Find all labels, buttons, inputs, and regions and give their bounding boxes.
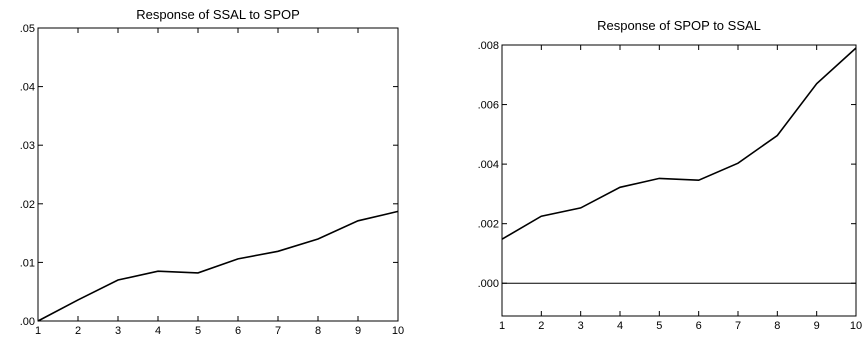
chart-spop-to-ssal: Response of SPOP to SSAL .000.002.004.00… <box>478 18 862 332</box>
x-tick-label: 5 <box>195 325 201 337</box>
chart-title: Response of SPOP to SSAL <box>597 18 761 33</box>
y-tick-label: .006 <box>478 100 499 112</box>
x-tick-label: 6 <box>235 325 241 337</box>
x-tick-label: 9 <box>355 325 361 337</box>
y-axis-ticks: .00 .01 .02 .03 .04 .05 <box>20 23 398 328</box>
x-axis-ticks: 1 2 3 4 5 6 7 8 9 10 <box>499 45 862 332</box>
x-tick-label: 6 <box>696 320 702 332</box>
chart-ssal-to-spop: Response of SSAL to SPOP .00 .01 .02 .03 .04… <box>20 7 404 337</box>
x-tick-label: 1 <box>499 320 505 332</box>
plot-frame <box>501 44 857 317</box>
y-tick-label: .01 <box>20 257 35 269</box>
x-tick-label: 10 <box>392 325 404 337</box>
x-axis-ticks: 1 2 3 4 5 6 7 8 9 10 <box>35 28 404 337</box>
y-tick-label: .004 <box>478 159 499 171</box>
chart-title: Response of SSAL to SPOP <box>136 7 300 22</box>
response-line <box>501 47 857 240</box>
x-tick-label: 2 <box>75 325 81 337</box>
y-tick-label: .05 <box>20 23 35 35</box>
x-tick-label: 5 <box>656 320 662 332</box>
x-tick-label: 10 <box>850 320 862 332</box>
x-tick-label: 1 <box>35 325 41 337</box>
response-line <box>37 210 399 322</box>
x-tick-label: 7 <box>275 325 281 337</box>
x-tick-label: 2 <box>538 320 544 332</box>
plot-frame <box>37 27 399 322</box>
x-tick-label: 8 <box>315 325 321 337</box>
series-lines <box>501 47 857 284</box>
x-tick-label: 4 <box>155 325 161 337</box>
series-lines <box>37 210 399 322</box>
x-tick-label: 3 <box>578 320 584 332</box>
y-axis-ticks: .000 .002 .004 .006 .008 <box>478 40 856 290</box>
x-tick-label: 4 <box>617 320 623 332</box>
x-tick-label: 9 <box>814 320 820 332</box>
x-tick-label: 8 <box>774 320 780 332</box>
y-tick-label: .03 <box>20 140 35 152</box>
y-tick-label: .04 <box>20 82 35 94</box>
y-tick-label: .02 <box>20 199 35 211</box>
x-tick-label: 3 <box>115 325 121 337</box>
y-tick-label: .002 <box>478 219 499 231</box>
y-tick-label: .00 <box>20 316 35 328</box>
y-tick-label: .000 <box>478 278 499 290</box>
y-tick-label: .008 <box>478 40 499 52</box>
x-tick-label: 7 <box>735 320 741 332</box>
